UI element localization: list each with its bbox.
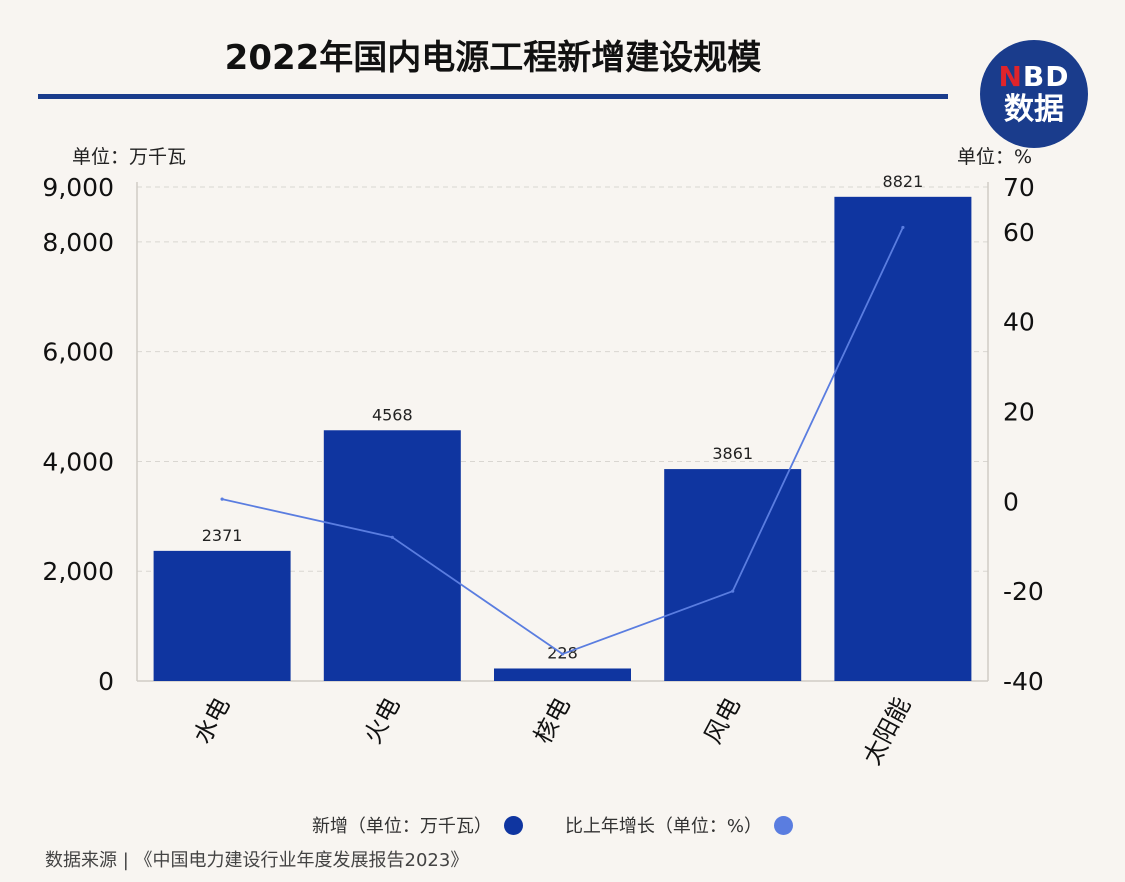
bar — [834, 196, 972, 681]
right-tick-label: 40 — [1003, 308, 1035, 337]
legend-dot-line — [774, 815, 794, 835]
logo-n: N — [998, 60, 1023, 93]
left-tick-label: 8,000 — [42, 228, 114, 257]
bar-value-label: 4568 — [372, 405, 413, 424]
left-tick-label: 2,000 — [42, 557, 114, 586]
right-axis-unit: 单位：% — [956, 146, 1032, 168]
left-tick-label: 4,000 — [42, 447, 114, 476]
logo-data-text: 数据 — [1004, 92, 1064, 127]
nbd-logo: NBD 数据 — [980, 40, 1088, 148]
logo-bd: BD — [1022, 60, 1070, 93]
title-underline — [38, 94, 948, 99]
bar-value-label: 2371 — [202, 526, 243, 545]
bar — [494, 668, 631, 681]
category-label: 水电 — [188, 693, 235, 749]
right-tick-label: 70 — [1003, 173, 1035, 202]
growth-point — [220, 497, 224, 501]
legend-label-line: 比上年增长（单位：%） — [564, 816, 763, 837]
growth-point — [560, 652, 565, 656]
right-tick-label: -20 — [1003, 577, 1044, 606]
bar — [153, 550, 291, 681]
bar-value-label: 3861 — [712, 444, 753, 463]
category-label: 太阳能 — [858, 693, 917, 770]
left-tick-label: 0 — [98, 667, 114, 696]
left-tick-label: 6,000 — [42, 338, 114, 367]
legend-dot-bar — [503, 815, 523, 835]
legend-item-bar[interactable]: 新增（单位：万千瓦） — [312, 812, 523, 838]
legend-label-bar: 新增（单位：万千瓦） — [311, 816, 492, 837]
growth-point — [731, 589, 735, 593]
bar — [323, 430, 461, 681]
category-label: 核电 — [529, 693, 576, 749]
right-tick-label: 0 — [1003, 487, 1019, 516]
chart-title: 2022年国内电源工程新增建设规模 — [224, 38, 762, 78]
bar — [664, 469, 802, 681]
category-label: 风电 — [699, 693, 746, 749]
growth-point — [901, 225, 905, 230]
category-label: 火电 — [358, 693, 405, 749]
left-tick-label: 9,000 — [42, 173, 114, 202]
right-tick-label: 60 — [1003, 218, 1035, 247]
right-tick-label: -40 — [1003, 667, 1044, 696]
data-source: 数据来源 | 《中国电力建设行业年度发展报告2023》 — [45, 850, 469, 871]
legend-item-line[interactable]: 比上年增长（单位：%） — [564, 812, 794, 838]
legend: 新增（单位：万千瓦） 比上年增长（单位：%） — [0, 812, 1125, 838]
bar-value-label: 8821 — [883, 172, 924, 191]
chart-canvas: 0 2,000 4,000 6,000 8,000 9,000 -40 -20 0 20 40 60 7… — [42, 172, 1044, 770]
right-tick-label: 20 — [1003, 398, 1035, 427]
growth-point — [390, 535, 394, 539]
left-axis-unit: 单位：万千瓦 — [72, 146, 187, 168]
